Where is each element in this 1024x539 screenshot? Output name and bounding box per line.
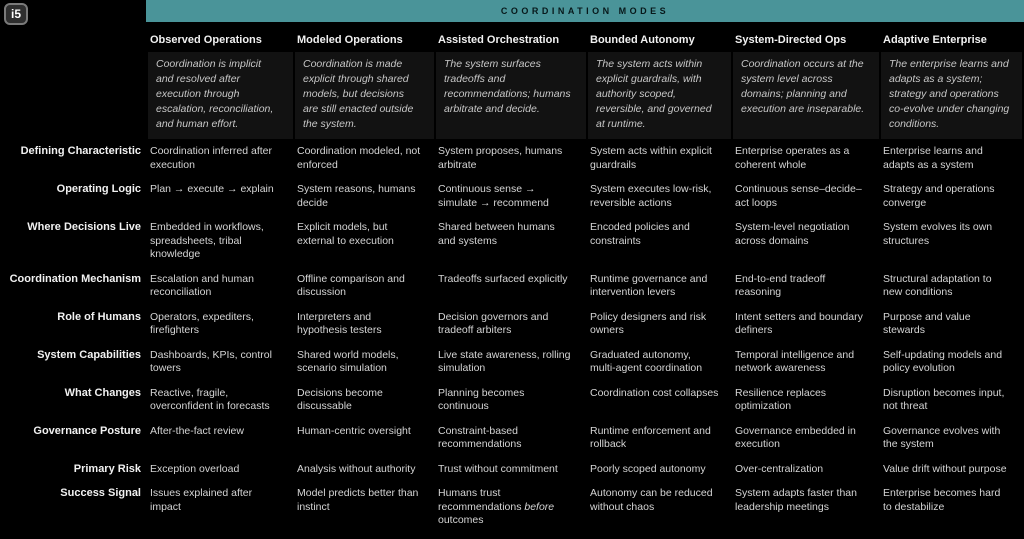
table-cell-2-3: Encoded policies and constraints xyxy=(590,221,690,247)
table-cell-1-1: System reasons, humans decide xyxy=(297,183,416,209)
table-cell-6-0: Reactive, fragile, overconfident in fore… xyxy=(150,386,270,413)
banner-title: COORDINATION MODES xyxy=(500,6,670,16)
table-cell-3-2: Tradeoffs surfaced explicitly xyxy=(438,272,568,285)
table-cell-2-1: Explicit models, but external to executi… xyxy=(297,221,394,247)
i5-logo: i5 xyxy=(4,3,28,25)
table-cell-0-5: Enterprise learns and adapts as a system xyxy=(883,145,983,171)
table-cell-1-5: Strategy and operations converge xyxy=(883,183,995,209)
table-cell-4-3: Policy designers and risk owners xyxy=(590,310,707,337)
table-cell-1-2: Continuous sense → simulate → recommend xyxy=(438,183,549,209)
table-cell-5-0: Dashboards, KPIs, control towers xyxy=(150,348,272,375)
column-description-4: Coordination occurs at the system level … xyxy=(733,52,881,145)
table-cell-2-2: Shared between humans and systems xyxy=(438,221,555,247)
row-label-5: System Capabilities xyxy=(37,348,141,361)
column-description-3: The system acts within explicit guardrai… xyxy=(588,52,733,145)
table-cell-0-4: Enterprise operates as a coherent whole xyxy=(735,145,850,171)
table-cell-2-0: Embedded in workflows, spreadsheets, tri… xyxy=(150,221,264,260)
table-cell-3-0: Escalation and human reconciliation xyxy=(150,272,254,299)
table-cell-8-3: Poorly scoped autonomy xyxy=(590,462,706,475)
table-cell-9-3: Autonomy can be reduced without chaos xyxy=(590,487,713,513)
row-label-0: Defining Characteristic xyxy=(20,145,141,157)
table-cell-0-3: System acts within explicit guardrails xyxy=(590,145,712,171)
table-cell-8-4: Over-centralization xyxy=(735,462,824,475)
table-cell-5-1: Shared world models, scenario simulation xyxy=(297,348,399,375)
row-label-1: Operating Logic xyxy=(56,183,141,195)
coordination-modes-table: Observed Operations Modeled Operations Ass… xyxy=(0,28,1024,539)
table-cell-7-5: Governance evolves with the system xyxy=(883,424,1001,451)
column-description-2: The system surfaces tradeoffs and recomm… xyxy=(436,52,588,145)
table-cell-3-3: Runtime governance and intervention leve… xyxy=(590,272,708,299)
table-cell-0-1: Coordination modeled, not enforced xyxy=(297,145,421,171)
table-cell-7-3: Runtime enforcement and rollback xyxy=(590,424,711,451)
table-cell-6-1: Decisions become discussable xyxy=(297,386,383,413)
coordination-modes-banner: COORDINATION MODES xyxy=(146,0,1024,22)
column-header-0: Observed Operations xyxy=(150,34,262,46)
column-header-5: Adaptive Enterprise xyxy=(883,34,987,46)
table-cell-6-3: Coordination cost collapses xyxy=(590,386,719,399)
table-cell-5-4: Temporal intelligence and network awaren… xyxy=(735,348,855,375)
table-cell-8-1: Analysis without authority xyxy=(297,462,416,475)
table-cell-8-2: Trust without commitment xyxy=(438,462,558,475)
table-cell-0-2: System proposes, humans arbitrate xyxy=(438,145,563,171)
table-cell-5-5: Self-updating models and policy evolutio… xyxy=(883,348,1003,375)
column-header-3: Bounded Autonomy xyxy=(590,34,695,46)
row-label-7: Governance Posture xyxy=(33,424,141,437)
table-cell-6-2: Planning becomes continuous xyxy=(438,386,525,413)
table-cell-9-0: Issues explained after impact xyxy=(150,487,253,513)
table-cell-3-1: Offline comparison and discussion xyxy=(297,272,405,299)
table-cell-9-5: Enterprise becomes hard to destabilize xyxy=(883,487,1001,513)
table-cell-7-2: Constraint-based recommendations xyxy=(438,424,522,451)
corner-cell xyxy=(0,28,148,29)
table-cell-9-2: Humans trust recommendations before outc… xyxy=(438,487,555,526)
column-description-5: The enterprise learns and adapts as a sy… xyxy=(881,52,1024,145)
table-cell-1-0: Plan → execute → explain xyxy=(150,183,274,195)
row-label-4: Role of Humans xyxy=(57,310,141,323)
row-label-6: What Changes xyxy=(64,386,141,399)
table-cell-4-1: Interpreters and hypothesis testers xyxy=(297,310,382,337)
table-cell-9-1: Model predicts better than instinct xyxy=(297,487,419,513)
table-cell-2-4: System-level negotiation across domains xyxy=(735,221,850,247)
table-cell-4-0: Operators, expediters, firefighters xyxy=(150,310,254,337)
table-cell-8-5: Value drift without purpose xyxy=(883,462,1007,475)
table-cell-6-5: Disruption becomes input, not threat xyxy=(883,386,1005,413)
table-cell-3-4: End-to-end tradeoff reasoning xyxy=(735,272,826,299)
table-cell-3-5: Structural adaptation to new conditions xyxy=(883,272,992,299)
column-description-1: Coordination is made explicit through sh… xyxy=(295,52,436,145)
table-cell-1-3: System executes low-risk, reversible act… xyxy=(590,183,712,209)
table-cell-7-4: Governance embedded in execution xyxy=(735,424,856,451)
column-description-0: Coordination is implicit and resolved af… xyxy=(148,52,295,145)
column-header-2: Assisted Orchestration xyxy=(438,34,560,46)
column-header-1: Modeled Operations xyxy=(297,34,403,46)
table-cell-7-1: Human-centric oversight xyxy=(297,424,411,437)
row-label-2: Where Decisions Live xyxy=(27,221,141,233)
column-header-4: System-Directed Ops xyxy=(735,34,847,46)
table-cell-9-4: System adapts faster than leadership mee… xyxy=(735,487,857,513)
table-cell-6-4: Resilience replaces optimization xyxy=(735,386,827,413)
table-cell-0-0: Coordination inferred after execution xyxy=(150,145,272,171)
row-label-3: Coordination Mechanism xyxy=(9,272,141,285)
table-cell-4-5: Purpose and value stewards xyxy=(883,310,971,337)
table-cell-4-4: Intent setters and boundary definers xyxy=(735,310,863,337)
corner-cell xyxy=(0,52,148,53)
table-cell-4-2: Decision governors and tradeoff arbiters xyxy=(438,310,549,337)
table-cell-7-0: After-the-fact review xyxy=(150,424,244,437)
row-label-9: Success Signal xyxy=(60,487,141,499)
table-cell-5-2: Live state awareness, rolling simulation xyxy=(438,348,571,375)
row-label-8: Primary Risk xyxy=(73,462,141,475)
table-cell-5-3: Graduated autonomy, multi-agent coordina… xyxy=(590,348,703,375)
table-cell-2-5: System evolves its own structures xyxy=(883,221,993,247)
table-cell-8-0: Exception overload xyxy=(150,462,240,475)
table-cell-1-4: Continuous sense–decide–act loops xyxy=(735,183,862,209)
